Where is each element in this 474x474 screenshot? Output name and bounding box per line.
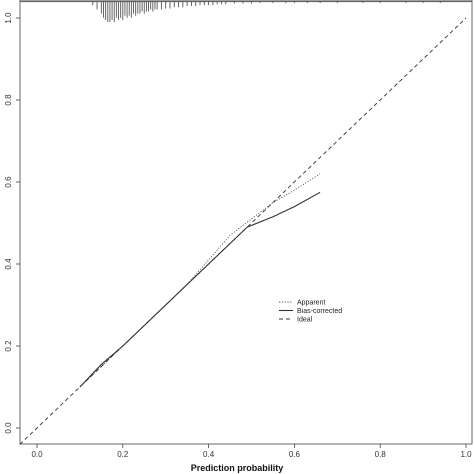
x-tick-label-1: 0.2 <box>117 450 129 459</box>
plot-border <box>19 0 473 445</box>
x-tick-label-5: 1.0 <box>460 450 472 459</box>
x-tick-label-3: 0.6 <box>289 450 301 459</box>
series-layer <box>19 17 467 445</box>
legend-label-0: Apparent <box>297 300 325 307</box>
y-tick-label-5: 1.0 <box>4 12 13 24</box>
y-tick-label-2: 0.4 <box>4 258 13 270</box>
y-tick-label-4: 0.8 <box>4 94 13 106</box>
rug-layer <box>20 0 472 22</box>
series-line-apparent <box>79 173 321 388</box>
x-tick-label-2: 0.4 <box>203 450 215 459</box>
x-axis-title: Prediction probability <box>191 463 284 473</box>
plot-frame <box>19 0 473 445</box>
series-line-ideal <box>19 17 467 445</box>
x-tick-label-4: 0.8 <box>375 450 387 459</box>
series-line-bias-corrected <box>79 191 321 388</box>
y-axis: 0.0 0.2 0.4 0.6 0.8 1.0 <box>4 12 20 434</box>
legend-label-2: Ideal <box>297 317 313 324</box>
x-axis: 0.0 0.2 0.4 0.6 0.8 1.0 <box>31 444 472 459</box>
x-tick-label-0: 0.0 <box>31 450 43 459</box>
y-tick-label-1: 0.2 <box>4 340 13 352</box>
legend-label-1: Bias-corrected <box>297 308 342 315</box>
y-tick-label-3: 0.6 <box>4 176 13 188</box>
y-tick-label-0: 0.0 <box>4 422 13 434</box>
